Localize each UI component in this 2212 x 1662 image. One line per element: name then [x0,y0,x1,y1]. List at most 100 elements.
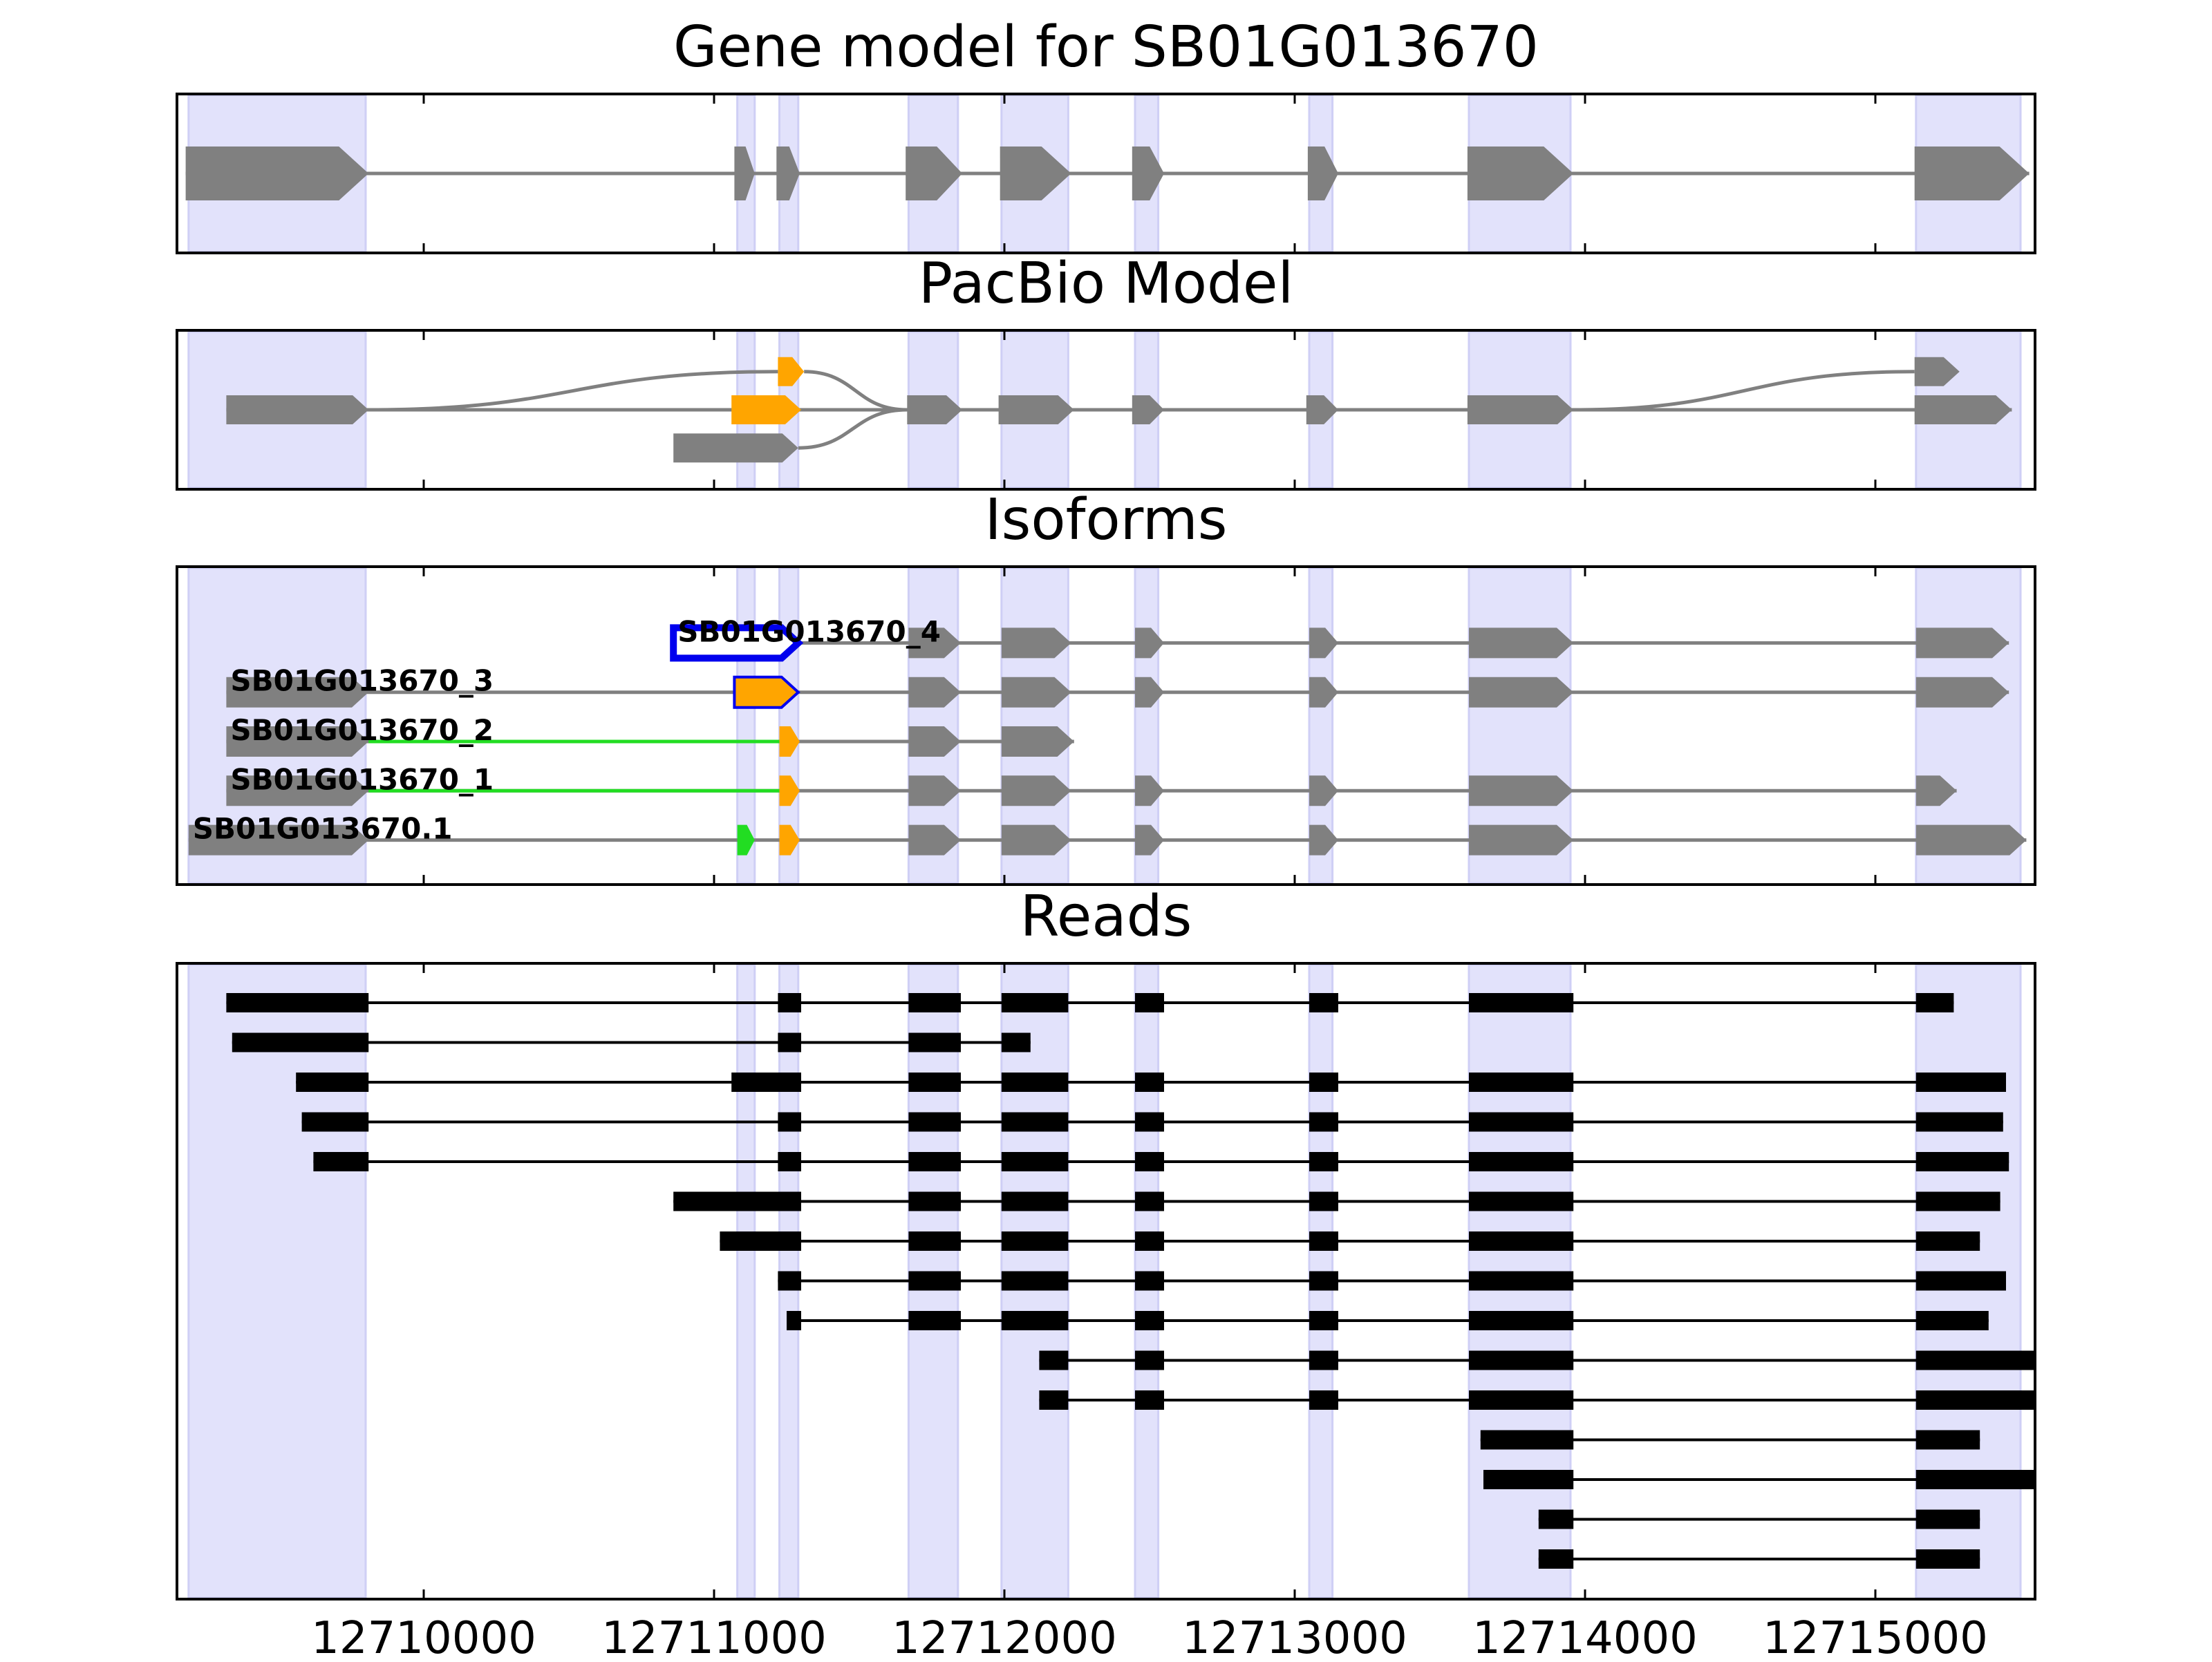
exon-block [1915,627,2009,659]
read-block [1135,1350,1164,1370]
exon-block [734,147,755,200]
read-tracks [226,993,2034,1569]
exon-block [1001,726,1074,757]
exon-block [1469,775,1574,806]
exon-block [908,824,961,856]
exon-block [1467,395,1574,424]
read-block [673,1191,801,1211]
exon-block [1467,147,1574,200]
read-block [1135,1191,1164,1211]
exon-block [185,147,369,200]
read-block [1001,1032,1031,1052]
pacbio-panel: PacBio Model [176,251,2036,491]
read-block [301,1112,369,1132]
read-block [1309,1073,1338,1092]
read-block [1135,993,1164,1012]
read-block [1469,1350,1574,1370]
read-block [778,1271,801,1291]
exon-block [908,627,961,659]
x-tick-label: 12710000 [311,1613,536,1659]
exon-block [226,395,369,424]
exon-block [1915,824,2027,856]
exon-block [1307,147,1338,200]
exon-block [1001,677,1071,708]
tick-marks [422,567,1877,885]
read-block [1001,1231,1069,1251]
read-block [1135,1311,1164,1330]
read-block [1135,1271,1164,1291]
exon-block [673,433,798,463]
read [232,1032,1031,1052]
panel-frame [176,962,2036,1600]
isoform-label: SB01G013670_4 [677,614,941,648]
read-block [1915,1112,2003,1132]
read-block [908,1073,961,1092]
exon-block [731,395,801,424]
read-block [1469,993,1574,1012]
exon-block [226,726,369,757]
exon-block [908,726,961,757]
read-block [1001,1191,1069,1211]
read-block [1469,1311,1574,1330]
read [1538,1509,1980,1529]
read-block [313,1152,369,1171]
gene-model-tracks [185,147,2030,200]
isoform-label: SB01G013670_1 [230,762,494,796]
reads-title: Reads [1020,884,1192,950]
exon-block [1914,147,2030,200]
read-block [1135,1112,1164,1132]
read-block [1001,1152,1069,1171]
read-block [1309,1271,1338,1291]
read-block [1483,1470,1574,1489]
read [720,1231,1980,1251]
exon-block [1135,824,1164,856]
isoforms-title: Isoforms [985,487,1228,553]
read-block [1915,1152,2009,1171]
read-block [1469,1231,1574,1251]
exon-block [778,357,805,386]
exon-block [1469,824,1574,856]
read [1483,1470,2034,1489]
exon-block [906,147,963,200]
read-block [1001,1311,1069,1330]
read-block [1135,1073,1164,1092]
read-block [1469,1112,1574,1132]
read-block [1469,1271,1574,1291]
tick-marks [422,94,1877,253]
exon-block [1132,395,1164,424]
isoforms-panel: Isoforms SB01G013670_4 SB01G013670_3 SB01G… [176,487,2036,886]
read-block [1915,1470,2034,1489]
read-block [1309,1152,1338,1171]
isoform-label: SB01G013670_2 [230,713,494,747]
read-block [1001,1112,1069,1132]
pacbio-title: PacBio Model [919,251,1294,317]
x-tick-label: 12711000 [601,1613,827,1659]
exon-block [670,624,804,662]
exon-block [1914,357,1960,386]
exon-block [226,677,369,708]
read [787,1311,1989,1330]
read [1039,1390,2034,1410]
read [1039,1350,2034,1370]
read-block [1001,993,1069,1012]
exon-block [1000,147,1071,200]
read-block [1469,1152,1574,1171]
read-block [1309,1350,1338,1370]
read-block [720,1231,801,1251]
read [296,1073,2006,1092]
read-block [1469,1191,1574,1211]
exon-block [737,824,755,856]
exon-block [1309,775,1338,806]
read-block [908,1271,961,1291]
read-block [296,1073,369,1092]
read [1480,1430,1980,1450]
read-block [908,1032,961,1052]
exon-region-shade [187,963,367,1599]
read-block [1309,993,1338,1012]
read-block [1309,1231,1338,1251]
exon-block [1135,775,1164,806]
exon-block [1309,677,1338,708]
isoform-label: SB01G013670_3 [230,664,494,698]
exon-block [1309,627,1338,659]
